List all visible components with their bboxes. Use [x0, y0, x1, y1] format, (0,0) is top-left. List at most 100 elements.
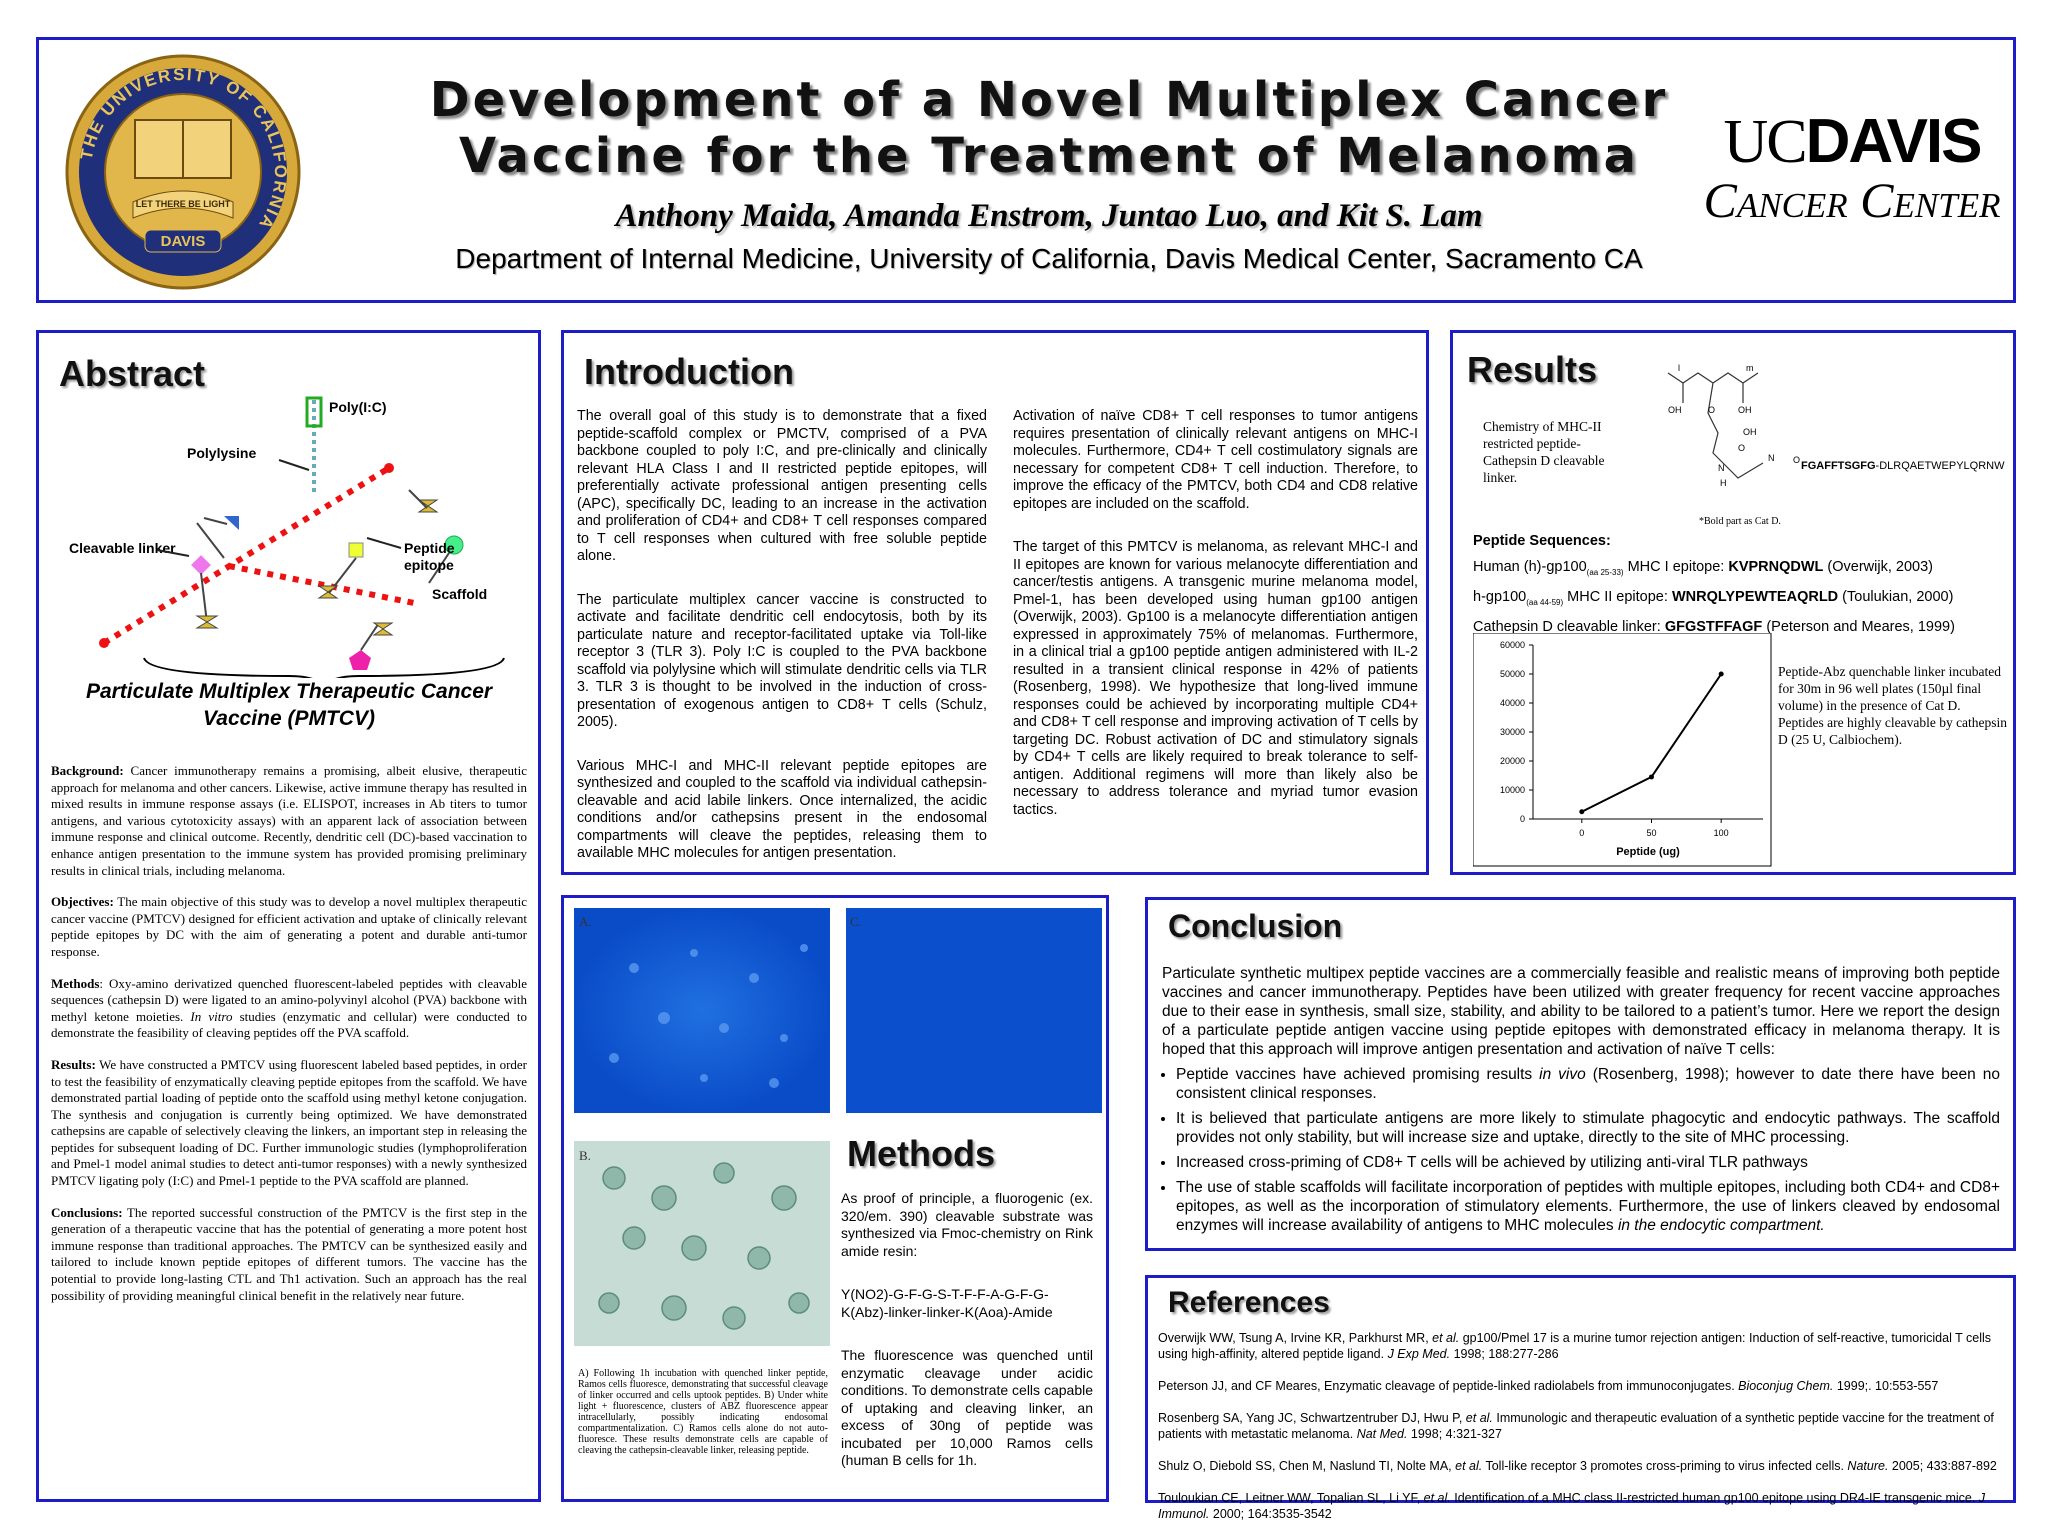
text-run: -DLRQAETWEPYLQRNW: [1875, 460, 2005, 472]
pmtcv-diagram: Poly(I:C) Polylysine Cleavable linker Pe…: [69, 396, 505, 678]
text-run: in the endocytic compartment.: [1617, 1217, 1825, 1234]
text-run: The use of stable scaffolds will facilit…: [1176, 1179, 2000, 1234]
text-run: Bioconjug Chem.: [1738, 1379, 1834, 1393]
logo-davis: DAVIS: [1805, 107, 1983, 176]
y-tick-label: 60000: [1500, 640, 1525, 650]
text-run: 1998; 4:321-327: [1407, 1427, 1502, 1441]
micrographs: A. C. B.: [574, 908, 1102, 1346]
intro-column: The overall goal of this study is to dem…: [577, 408, 987, 889]
paragraph: Conclusions: The reported successful con…: [51, 1205, 527, 1305]
text-run: 1999;. 10:553-557: [1833, 1379, 1939, 1393]
chem-label: OH: [1743, 427, 1757, 437]
image-label: B.: [579, 1148, 591, 1163]
chem-label: N: [1768, 453, 1775, 463]
abstract-text: Background: Cancer immunotherapy remains…: [51, 763, 527, 1319]
text-run: WNRQLYPEWTEAQRLD: [1671, 588, 1839, 605]
paragraph: Objectives: The main objective of this s…: [51, 894, 527, 960]
text-run: The main objective of this study was to …: [51, 894, 527, 959]
x-tick-label: 100: [1714, 828, 1729, 838]
x-tick-label: 50: [1646, 828, 1656, 838]
text-run: studies (enzymatic and cellular) were co…: [51, 1008, 527, 1041]
text-run: Immunologic and therapeutic evaluation o…: [1158, 1411, 1994, 1441]
scaffold-line: [102, 465, 391, 646]
diagram-label: Poly(I:C): [329, 399, 387, 415]
text-run: Nature.: [1847, 1459, 1889, 1473]
paragraph: Various MHC-I and MHC-II relevant peptid…: [577, 757, 987, 862]
section-heading: Abstract: [59, 353, 206, 394]
text-run: J Immunol.: [1158, 1491, 1986, 1521]
peptide-sequence: FGAFFTSGFG-DLRQAETWEPYLQRNW: [1801, 460, 2005, 472]
text-run: 2000; 164:3535-3542: [1209, 1507, 1332, 1521]
text-run: Peterson JJ, and CF Meares, Enzymatic cl…: [1158, 1379, 1739, 1393]
text-run: Cathepsin D cleavable linker:: [1473, 618, 1665, 635]
image-caption: A) Following 1h incubation with quenched…: [578, 1368, 828, 1456]
text-run: Nat Med.: [1356, 1427, 1408, 1441]
references-panel: References Overwijk WW, Tsung A, Irvine …: [1145, 1275, 2016, 1521]
text-run: MHC I epitope:: [1623, 559, 1729, 575]
header: THE UNIVERSITY OF CALIFORNIA LET THERE B…: [36, 37, 2016, 303]
text-run: (aa 44-59): [1526, 597, 1564, 607]
text-run: MHC II epitope:: [1563, 588, 1672, 605]
seal-campus: DAVIS: [161, 233, 206, 250]
text-run: in vivo: [1539, 1066, 1586, 1083]
paragraph: Background: Cancer immunotherapy remains…: [51, 763, 527, 879]
paragraph: Overwijk WW, Tsung A, Irvine KR, Parkhur…: [1158, 1330, 2003, 1362]
image-label: C.: [850, 914, 862, 929]
text-run: Increased cross-priming of CD8+ T cells …: [1176, 1154, 1808, 1171]
paragraph: The target of this PMTCV is melanoma, as…: [1013, 539, 1418, 818]
logo: UCDAVIS Cancer Center: [1687, 107, 2017, 228]
paragraph: Y(NO2)-G-F-G-S-T-F-F-A-G-F-G-K(Abz)-link…: [841, 1286, 1053, 1320]
text-run: Peptide vaccines have achieved promising…: [1176, 1066, 1540, 1083]
text-run: Human (h)-gp100: [1473, 559, 1587, 575]
text-run: We have constructed a PMTCV using fluore…: [51, 1056, 527, 1189]
chem-label: OH: [1668, 405, 1682, 415]
data-point: [1718, 671, 1724, 677]
text-run: In vitro: [190, 1008, 233, 1024]
university-seal: THE UNIVERSITY OF CALIFORNIA LET THERE B…: [65, 54, 301, 290]
x-axis-label: Peptide (ug): [1616, 846, 1680, 858]
paragraph: Peptide vaccines have achieved promising…: [1176, 1065, 2000, 1103]
paragraph: Cathepsin D cleavable linker: GFGSTFFAGF…: [1473, 615, 2013, 640]
y-tick-label: 20000: [1500, 756, 1525, 766]
chem-label: OH: [1738, 405, 1752, 415]
conclusion-text: Particulate synthetic multipex peptide v…: [1162, 964, 2000, 1241]
logo-center: Cancer Center: [1703, 172, 2001, 228]
text-run: GFGSTFFAGF: [1664, 618, 1763, 635]
paragraph: Methods: Oxy-amino derivatized quenched …: [51, 976, 527, 1042]
text-run: et al.: [1455, 1459, 1483, 1473]
text-run: It is believed that particulate antigens…: [1176, 1110, 2000, 1146]
text-run: Touloukian CE, Leitner WW, Topalian SL, …: [1158, 1491, 1424, 1505]
chem-label: l: [1678, 363, 1680, 373]
paragraph: The overall goal of this study is to dem…: [577, 408, 987, 564]
text-run: 2005; 433:887-892: [1888, 1459, 1997, 1473]
diagram-label: Polylysine: [187, 445, 256, 461]
sequence-note: *Bold part as Cat D.: [1699, 516, 1781, 527]
data-point: [1648, 774, 1654, 780]
text-run: (Peterson and Meares, 1999): [1762, 618, 1955, 635]
paragraph: As proof of principle, a fluorogenic (ex…: [841, 1190, 1093, 1259]
methods-text: As proof of principle, a fluorogenic (ex…: [841, 1190, 1093, 1496]
text-run: Identification of a MHC class II-restric…: [1450, 1491, 1979, 1505]
section-heading: Methods: [847, 1133, 995, 1174]
text-run: gp100/Pmel 17 is a murine tumor rejectio…: [1158, 1331, 1991, 1361]
data-point: [1579, 809, 1585, 815]
paragraph: h-gp100(aa 44-59) MHC II epitope: WNRQLY…: [1473, 585, 2013, 615]
title-line: Development of a Novel Multiplex Cancer: [429, 72, 1669, 128]
cleavage-chart: 0 10000 20000 30000 40000 50000 60000 0 50 100 Pep…: [1473, 633, 1772, 867]
introduction-panel: Introduction The overall goal of this st…: [561, 330, 1429, 875]
chem-caption: Chemistry of MHC-II restricted peptide-C…: [1483, 419, 1605, 485]
authors: Anthony Maida, Amanda Enstrom, Juntao Lu…: [615, 198, 1483, 234]
diagram-label: Cleavable linker: [69, 540, 176, 556]
sequences-heading: Peptide Sequences:: [1473, 533, 1611, 549]
text-run: et al.: [1423, 1491, 1451, 1505]
section-heading: Conclusion: [1168, 908, 1343, 944]
intro-column: Activation of naïve CD8+ T cell response…: [1013, 408, 1418, 845]
methods-panel: A. C. B. A) Following 1h incubation with…: [561, 895, 1109, 1502]
paragraph: Touloukian CE, Leitner WW, Topalian SL, …: [1158, 1490, 2003, 1522]
chart-caption: Peptide-Abz quenchable linker incubated …: [1778, 664, 2008, 747]
text-run: KVPRNQDWL: [1728, 559, 1824, 575]
y-tick-label: 50000: [1500, 669, 1525, 679]
paragraph: The particulate multiplex cancer vaccine…: [577, 591, 987, 731]
chem-label: O: [1708, 405, 1715, 415]
